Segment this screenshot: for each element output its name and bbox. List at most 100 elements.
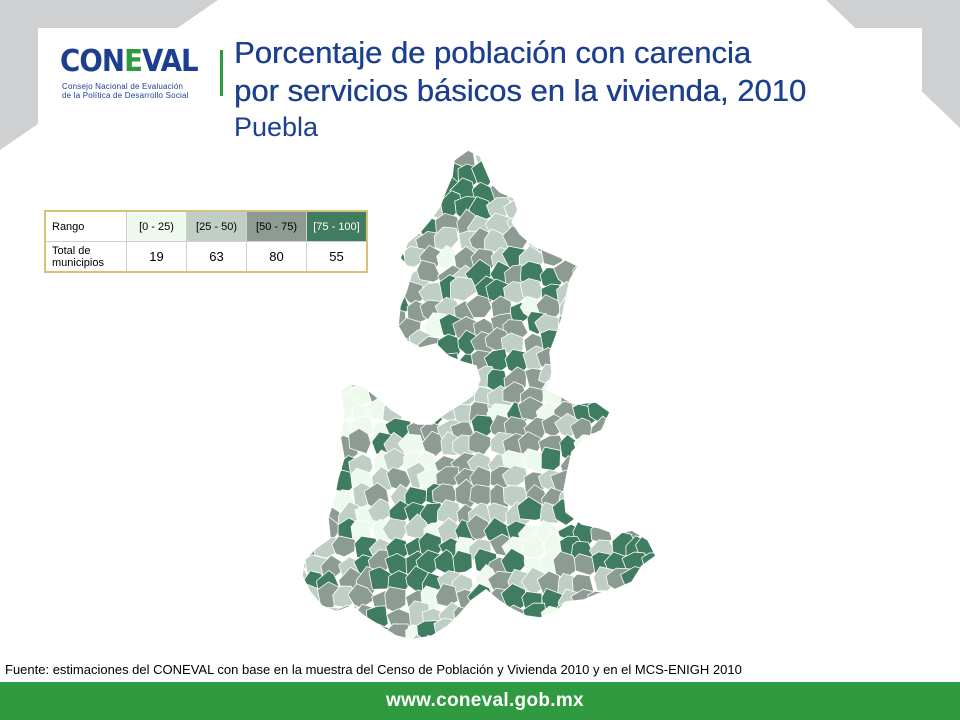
municipality-cell: [302, 251, 304, 278]
municipality-cell: [372, 174, 397, 199]
municipality-cell: [368, 566, 393, 590]
municipality-cell: [526, 193, 551, 221]
municipality-cell: [314, 632, 338, 640]
municipality-cell: [465, 294, 493, 319]
municipality-cell: [453, 619, 480, 640]
municipality-cell: [302, 637, 323, 640]
municipality-cell: [381, 379, 405, 408]
municipality-cell: [333, 180, 357, 206]
municipality-cell: [609, 267, 633, 293]
legend-range-1: [25 - 50): [186, 210, 247, 242]
municipality-cell: [302, 601, 323, 630]
municipality-cell: [644, 150, 656, 151]
municipality-cell: [637, 573, 656, 599]
municipality-cell: [629, 218, 650, 243]
municipality-cell: [329, 278, 356, 305]
municipality-cell: [557, 215, 580, 238]
municipality-cell: [627, 150, 652, 151]
municipality-cell: [654, 399, 656, 425]
municipality-cell: [302, 150, 306, 156]
municipality-cell: [592, 283, 620, 308]
legend-range-2: [50 - 75): [246, 210, 307, 242]
municipality-cell: [302, 402, 328, 426]
municipality-cell: [365, 282, 392, 306]
municipality-cell: [387, 335, 413, 360]
municipality-cell: [568, 299, 597, 325]
municipality-cell: [302, 316, 328, 339]
municipality-cell: [469, 601, 495, 628]
municipality-cell: [609, 232, 636, 259]
municipality-cell: [352, 335, 379, 359]
municipality-cell: [315, 150, 341, 151]
municipality-cell: [603, 380, 630, 406]
municipality-cell: [611, 587, 638, 615]
municipality-cell: [660, 535, 680, 562]
municipality-cell: [571, 366, 596, 391]
municipality-cell: [312, 394, 341, 420]
municipality-cell: [402, 180, 426, 203]
municipality-cell: [502, 150, 530, 157]
footer-bar: www.coneval.gob.mx: [0, 682, 960, 720]
municipality-cell: [335, 619, 361, 640]
municipality-cell: [570, 176, 594, 203]
municipality-cell: [661, 605, 680, 631]
municipality-cell: [316, 385, 342, 410]
municipality-cell: [653, 547, 656, 574]
municipality-cell: [638, 158, 656, 186]
municipality-cell: [660, 140, 680, 155]
municipality-cell: [403, 343, 427, 371]
legend-count-0: 19: [126, 241, 187, 273]
municipality-cell: [639, 300, 656, 329]
municipality-cell: [573, 634, 595, 640]
municipality-cell: [302, 385, 328, 412]
municipality-cell: [322, 150, 346, 176]
municipality-cell: [637, 194, 656, 220]
legend-range-3: [75 - 100]: [306, 210, 368, 242]
municipality-cell: [316, 180, 344, 207]
municipality-cell: [382, 344, 406, 371]
municipality-cell: [485, 617, 509, 640]
municipality-cell: [403, 362, 430, 391]
municipality-cell: [654, 245, 656, 274]
legend-range-label: Rango: [44, 210, 127, 242]
municipality-cell: [605, 314, 630, 338]
municipality-cell: [557, 175, 585, 200]
municipality-cell: [619, 598, 646, 624]
municipality-cell: [626, 163, 653, 191]
municipality-cell: [639, 314, 656, 338]
municipality-cell: [302, 311, 307, 339]
municipality-cell: [302, 445, 308, 475]
municipality-cell: [610, 162, 635, 191]
municipality-cell: [350, 150, 378, 155]
municipality-cell: [350, 268, 375, 293]
municipality-cell: [371, 246, 397, 273]
municipality-cell: [559, 157, 587, 184]
municipality-cell: [640, 433, 656, 461]
municipality-cell: [396, 150, 423, 153]
municipality-cell: [624, 481, 649, 507]
municipality-cell: [334, 343, 360, 373]
municipality-cell: [573, 279, 599, 304]
municipality-cell: [302, 532, 303, 558]
municipality-cell: [369, 209, 394, 234]
municipality-cell: [587, 447, 613, 471]
municipality-cell: [558, 150, 584, 170]
municipality-cell: [592, 150, 616, 154]
municipality-cell: [317, 621, 344, 640]
municipality-cell: [315, 413, 341, 439]
municipality-cell: [489, 161, 515, 184]
municipality-cell: [304, 418, 328, 444]
municipality-cell: [619, 498, 648, 524]
municipality-cell: [303, 616, 328, 640]
municipality-cell: [568, 224, 595, 253]
municipality-cell: [504, 624, 530, 640]
municipality-cell: [303, 214, 330, 242]
municipality-cell: [540, 605, 566, 632]
footer-url-link[interactable]: www.coneval.gob.mx: [386, 690, 584, 711]
municipality-cell: [639, 484, 656, 509]
municipality-cell: [302, 432, 305, 460]
municipality-cell: [348, 248, 373, 273]
municipality-cell: [386, 262, 411, 288]
legend-count-label: Total de municipios: [44, 241, 127, 273]
municipality-cell: [641, 231, 656, 259]
